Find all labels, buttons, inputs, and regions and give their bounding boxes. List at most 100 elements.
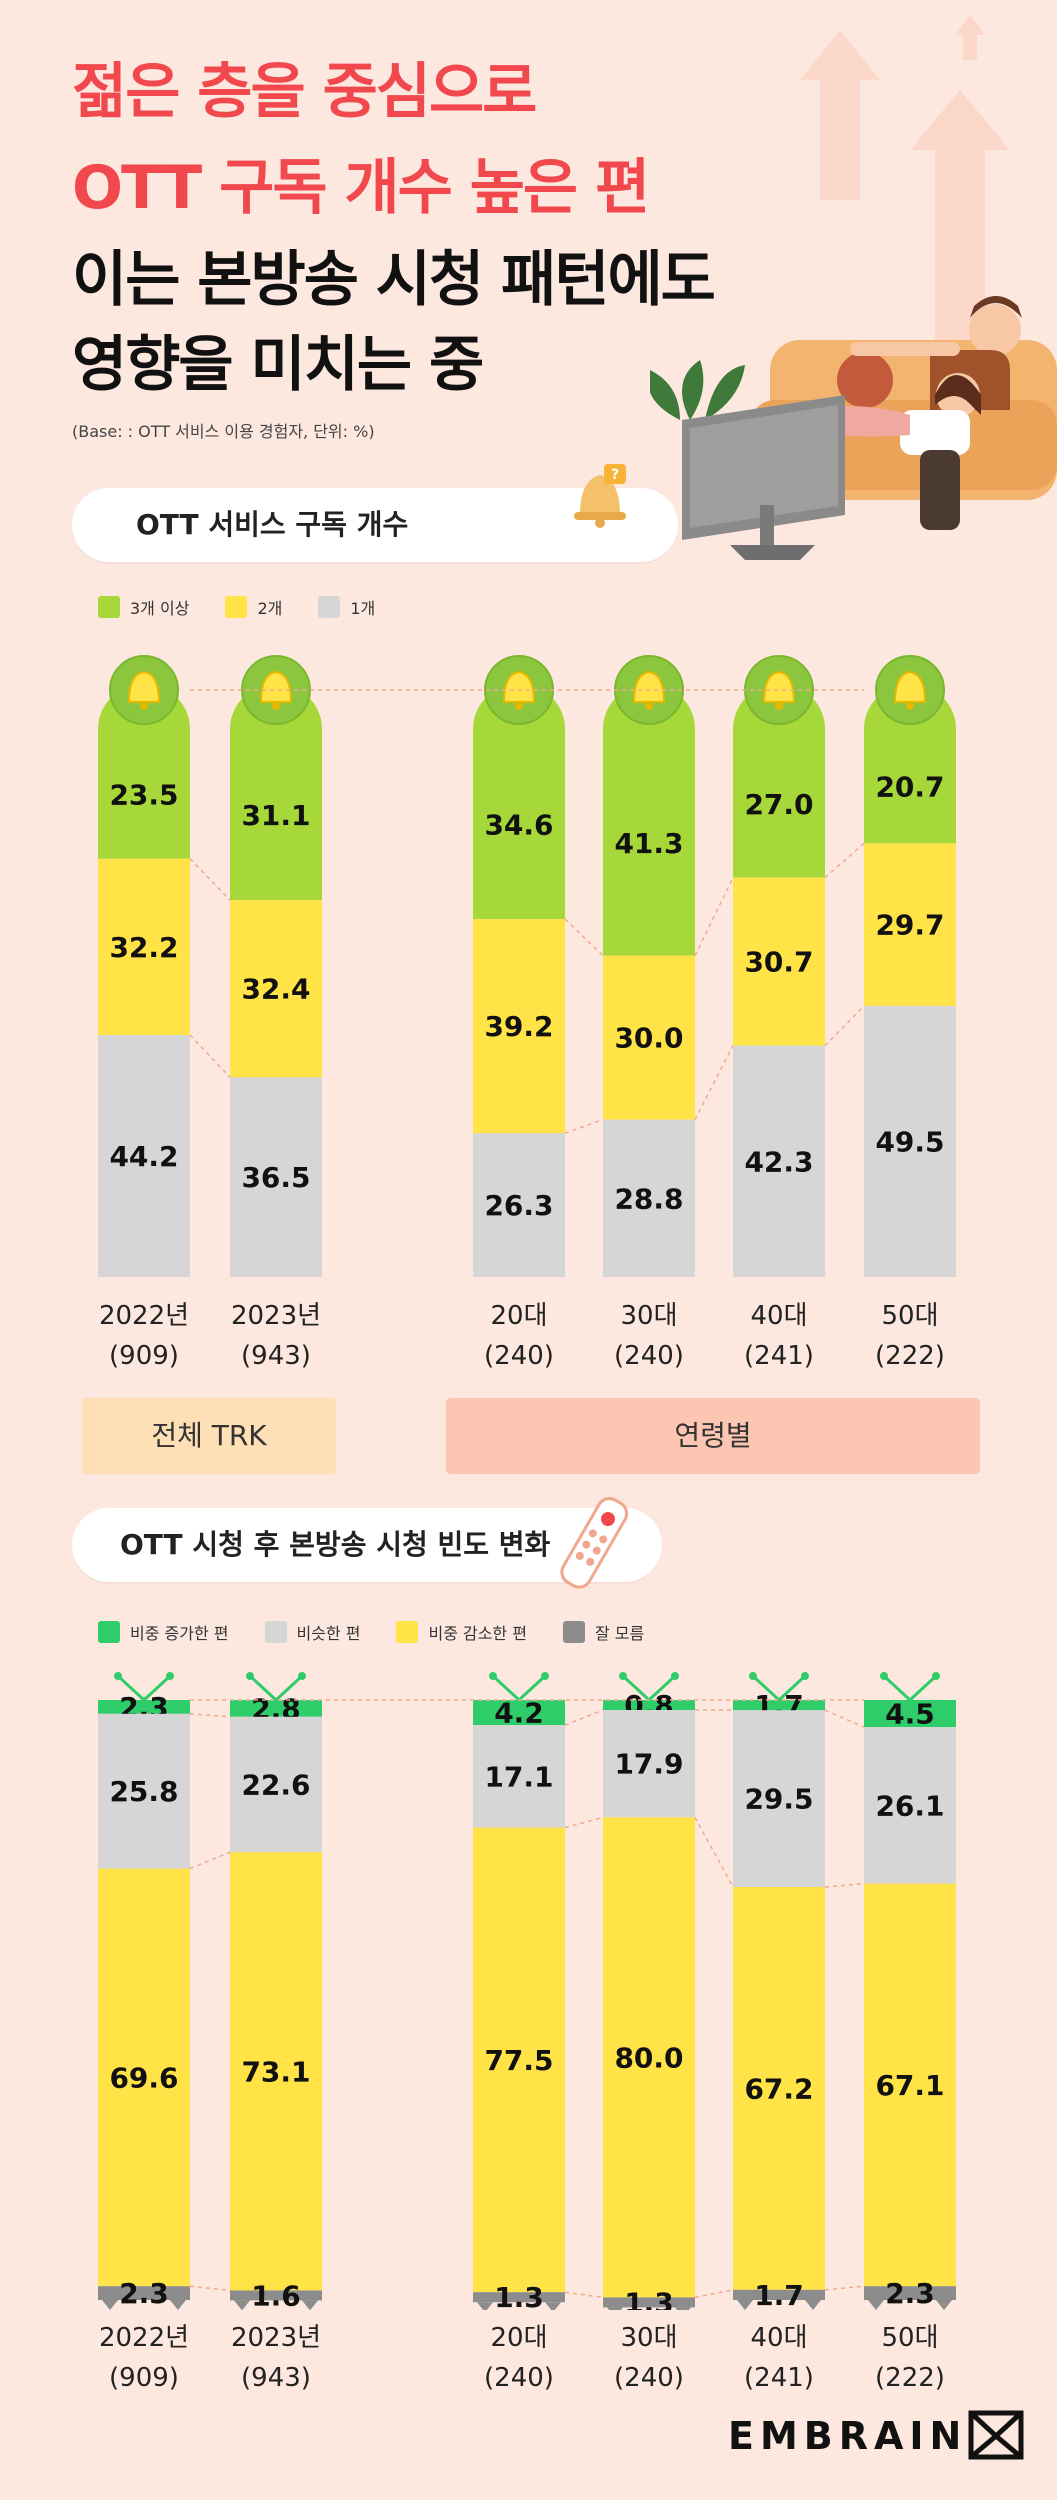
data-label-2-cat-50s: 29.7 [875,909,944,942]
connector-line [824,842,865,879]
legend-item-increase: 비중 증가한 편 [98,1620,229,1644]
bell-icon [762,670,796,703]
connector-line [694,877,734,957]
tv-foot-left [477,2302,493,2310]
tv-foot-left [737,2300,753,2310]
category-label-cat-2023: 2023년 (943) [230,1301,322,1371]
category-label-cat-20s: 20대 (240) [484,2323,554,2393]
category-label-cat-40s: 40대 (241) [744,1301,814,1371]
category-label-cat-50s: 50대 (222) [875,2323,945,2393]
antenna-tip [246,1672,254,1680]
data-label-unknown-cat-40s: 1.7 [754,2279,804,2310]
bar-segment-similar-cat-50s [864,1727,956,1884]
antenna-tip [166,1672,174,1680]
bar-segment-similar-cat-30s [603,1710,695,1818]
data-label-decrease-cat-50s: 67.1 [875,2069,944,2102]
bar-segment-3plus-cat-30s [603,730,695,956]
data-label-3plus-cat-40s: 27.0 [744,788,813,821]
connector-line [564,1816,604,1829]
tv [682,395,845,560]
remote-control-icon [560,1497,629,1589]
antenna-right [908,1674,938,1702]
antenna-left [882,1674,912,1702]
title-line-2: OTT 구독 개수 높은 편 [72,153,650,223]
section1-title: OTT 서비스 구독 개수 [72,488,678,562]
data-label-unknown-cat-2022: 2.3 [119,2277,169,2310]
bar-segment-1-cat-40s [733,1045,825,1277]
tv-foot-right [805,2300,821,2310]
data-label-unknown-cat-50s: 2.3 [885,2277,935,2310]
tv-foot-right [545,2302,561,2310]
antenna-tip [489,1672,497,1680]
connector-line [189,2285,231,2292]
bar-segment-1-cat-2022 [98,1034,190,1277]
connector-line [824,1005,865,1047]
group-label-total: 전체 TRK [82,1398,336,1474]
data-label-unknown-cat-20s: 1.3 [494,2281,544,2310]
data-label-2-cat-30s: 30.0 [614,1022,683,1055]
bell-icon [127,670,161,703]
bar-segment-unknown-cat-50s [864,2286,956,2300]
antenna-tip [298,1672,306,1680]
bar-segment-1-cat-20s [473,1133,565,1277]
data-label-decrease-cat-20s: 77.5 [484,2044,553,2077]
category-label-cat-2022: 2022년 (909) [98,2323,190,2393]
bell-icon [259,670,293,703]
bar-segment-3plus-cat-40s [733,730,825,878]
antenna-left [751,1674,781,1702]
category-label-cat-2022: 2022년 (909) [98,1301,190,1371]
bar-segment-increase-cat-50s [864,1700,956,1727]
bar-segment-decrease-cat-30s [603,1817,695,2298]
svg-text:?: ? [611,467,619,483]
antenna-tip [114,1672,122,1680]
data-label-3plus-cat-2023: 31.1 [241,799,310,832]
data-label-1-cat-50s: 49.5 [875,1125,944,1158]
title-line-4: 영향을 미치는 중 [72,330,484,400]
tv-foot-left [234,2300,250,2310]
bell-clapper-icon [140,702,148,710]
legend-item-similar: 비슷한 편 [264,1620,360,1644]
antenna-left [116,1674,146,1702]
connector-line [189,1713,231,1718]
bar-segment-2-cat-2023 [230,900,322,1078]
data-label-decrease-cat-40s: 67.2 [744,2072,813,2105]
category-label-cat-50s: 50대 (222) [875,1301,945,1371]
bar-segment-similar-cat-40s [733,1710,825,1888]
couple-watching-tv-illustration [650,15,1057,560]
data-label-3plus-cat-30s: 41.3 [614,827,683,860]
data-label-1-cat-2022: 44.2 [109,1140,178,1173]
data-label-1-cat-20s: 26.3 [484,1189,553,1222]
bell-icon [632,670,666,703]
bell-icon [502,670,536,703]
bell-clapper-icon [515,702,523,710]
bar-segment-similar-cat-2022 [98,1713,190,1869]
section1-legend: 3개 이상 2개 1개 [98,595,411,619]
bar-segment-3plus-cat-20s [473,730,565,920]
antenna-right [517,1674,547,1702]
title-line-3: 이는 본방송 시청 패턴에도 [72,245,716,315]
connector-line [824,2285,865,2291]
category-label-cat-20s: 20대 (240) [484,1301,554,1371]
bell-icon [893,670,927,703]
antenna-left [621,1674,651,1702]
data-label-decrease-cat-2023: 73.1 [241,2055,310,2088]
bar-segment-increase-cat-2022 [98,1700,190,1714]
legend-item-decrease: 비중 감소한 편 [396,1620,527,1644]
section2-legend: 비중 증가한 편 비슷한 편 비중 감소한 편 잘 모름 [98,1620,680,1644]
bar-segment-similar-cat-2023 [230,1716,322,1853]
bar-segment-1-cat-2023 [230,1077,322,1277]
antenna-left [491,1674,521,1702]
antenna-right [777,1674,807,1702]
data-label-similar-cat-2023: 22.6 [241,1769,310,1802]
data-label-2-cat-2023: 32.4 [241,973,310,1006]
bell-clapper-icon [272,702,280,710]
tv-foot-right [675,2307,691,2310]
bar-segment-3plus-cat-2022 [98,730,190,859]
bar-segment-similar-cat-20s [473,1725,565,1828]
antenna-tip [619,1672,627,1680]
bar-segment-increase-cat-20s [473,1700,565,1726]
data-label-unknown-cat-2023: 1.6 [251,2279,301,2310]
bar-segment-2-cat-30s [603,955,695,1120]
bar-segment-2-cat-20s [473,919,565,1134]
legend-item-1: 1개 [318,595,375,619]
